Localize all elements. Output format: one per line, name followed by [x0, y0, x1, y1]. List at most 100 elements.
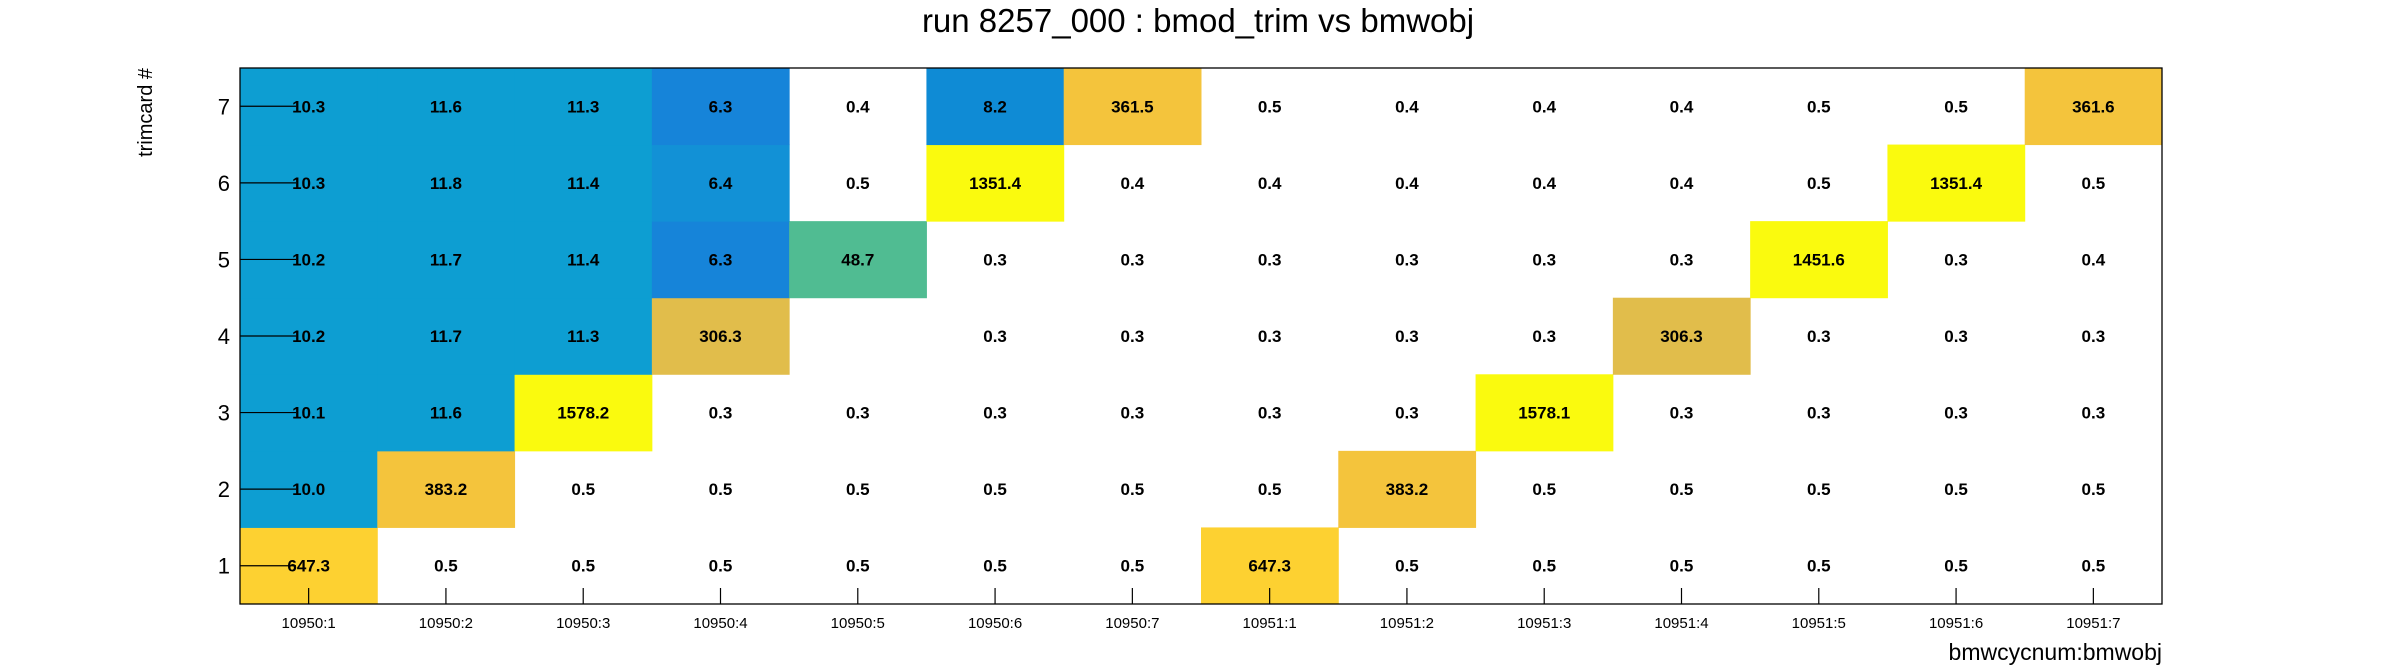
cell-value-label: 361.6 — [2072, 97, 2115, 116]
cell-value-label: 0.3 — [1121, 250, 1145, 269]
heatmap-cell — [377, 68, 516, 146]
y-tick-label: 5 — [218, 247, 230, 272]
cell-value-label: 11.6 — [430, 404, 462, 423]
cell-value-label: 10.0 — [292, 480, 325, 499]
cell-value-label: 0.3 — [1258, 404, 1282, 423]
cell-value-label: 0.5 — [1670, 557, 1694, 576]
cell-value-label: 11.7 — [430, 327, 462, 346]
cell-value-label: 0.5 — [983, 480, 1007, 499]
cell-value-label: 0.4 — [1532, 174, 1556, 193]
x-tick-label: 10950:5 — [831, 615, 885, 632]
heatmap-cell — [514, 374, 653, 452]
cell-value-label: 0.5 — [1258, 97, 1282, 116]
cell-value-label: 48.7 — [841, 250, 874, 269]
cell-value-label: 0.4 — [846, 97, 870, 116]
cell-value-label: 0.5 — [1121, 480, 1145, 499]
heatmap-cell — [651, 297, 790, 375]
cell-value-label: 0.5 — [846, 174, 870, 193]
cell-value-label: 0.5 — [1670, 480, 1694, 499]
cell-value-label: 0.5 — [1807, 557, 1831, 576]
chart-title: run 8257_000 : bmod_trim vs bmwobj — [921, 2, 1475, 39]
cell-value-label: 0.5 — [983, 557, 1007, 576]
heatmap-cell — [926, 68, 1065, 146]
heatmap-cell — [1887, 144, 2026, 222]
cell-value-label: 0.3 — [1395, 327, 1419, 346]
cell-value-label: 0.5 — [571, 557, 595, 576]
cell-value-label: 11.3 — [567, 327, 599, 346]
x-tick-label: 10951:6 — [1929, 615, 1983, 632]
cell-value-label: 0.5 — [1532, 557, 1556, 576]
cell-value-label: 0.5 — [571, 480, 595, 499]
cell-value-label: 0.4 — [1395, 97, 1419, 116]
cell-value-label: 0.3 — [983, 327, 1007, 346]
cell-value-label: 0.5 — [434, 557, 458, 576]
cell-value-label: 1578.2 — [557, 404, 609, 423]
heatmap-cell — [377, 374, 516, 452]
x-tick-label: 10950:2 — [419, 615, 473, 632]
cell-value-label: 0.3 — [1121, 327, 1145, 346]
x-tick-label: 10950:1 — [282, 615, 336, 632]
y-tick-label: 7 — [218, 94, 230, 119]
cell-value-label: 0.4 — [2082, 250, 2106, 269]
cell-value-label: 1578.1 — [1518, 404, 1570, 423]
cell-value-label: 11.6 — [430, 97, 462, 116]
y-axis-title: trimcard # — [135, 67, 157, 157]
cell-value-label: 0.5 — [846, 557, 870, 576]
cell-value-label: 0.4 — [1121, 174, 1145, 193]
cell-value-label: 0.3 — [983, 404, 1007, 423]
cell-value-label: 11.3 — [567, 97, 599, 116]
cell-value-label: 10.3 — [292, 97, 325, 116]
x-tick-label: 10951:5 — [1792, 615, 1846, 632]
heatmap-cell — [1063, 68, 1202, 146]
y-tick-label: 2 — [218, 477, 230, 502]
cell-value-label: 1351.4 — [969, 174, 1022, 193]
heatmap-cell — [789, 221, 927, 299]
cell-value-label: 0.3 — [846, 404, 870, 423]
cell-value-label: 1451.6 — [1793, 250, 1845, 269]
x-tick-label: 10951:4 — [1654, 615, 1708, 632]
cell-value-label: 0.5 — [1944, 480, 1968, 499]
cell-value-label: 0.3 — [1532, 250, 1556, 269]
heatmap-cell — [651, 68, 790, 146]
cell-value-label: 10.2 — [292, 327, 325, 346]
cell-value-label: 0.3 — [709, 404, 733, 423]
cell-value-label: 0.3 — [1807, 327, 1831, 346]
cell-value-label: 0.3 — [1395, 404, 1419, 423]
heatmap-cell — [514, 68, 653, 146]
heatmap-cell — [651, 144, 790, 222]
cell-value-label: 0.5 — [1395, 557, 1419, 576]
cell-value-label: 0.4 — [1258, 174, 1282, 193]
cell-value-label: 0.3 — [1395, 250, 1419, 269]
heatmap-cell — [1475, 374, 1614, 452]
cell-value-label: 0.3 — [983, 250, 1007, 269]
heatmap-cell — [377, 450, 516, 528]
heatmap-cell — [514, 144, 653, 222]
cell-value-label: 10.2 — [292, 250, 325, 269]
y-tick-label: 6 — [218, 171, 230, 196]
cell-value-label: 8.2 — [983, 97, 1007, 116]
cell-value-label: 306.3 — [699, 327, 742, 346]
x-tick-label: 10950:3 — [556, 615, 610, 632]
cell-value-label: 6.3 — [709, 250, 733, 269]
x-tick-label: 10951:2 — [1380, 615, 1434, 632]
cell-value-label: 0.5 — [2082, 480, 2106, 499]
heatmap-cell-labels: 647.3 0.5 0.5 0.5 0.5 0.5 0.5 647.3 0.5 0.5 0.5 0.5… — [287, 97, 2114, 575]
cell-value-label: 0.3 — [1258, 327, 1282, 346]
cell-value-label: 0.3 — [2082, 404, 2106, 423]
cell-value-label: 11.8 — [430, 174, 462, 193]
cell-value-label: 383.2 — [425, 480, 468, 499]
heatmap-axes: 10950:1 10950:2 10950:3 10950:4 10950:5 10950… — [218, 67, 2163, 632]
cell-value-label: 11.4 — [567, 250, 600, 269]
cell-value-label: 0.5 — [1944, 557, 1968, 576]
cell-value-label: 361.5 — [1111, 97, 1154, 116]
x-tick-label: 10950:4 — [693, 615, 747, 632]
x-tick-label: 10950:7 — [1105, 615, 1159, 632]
heatmap-cell — [377, 221, 516, 299]
cell-value-label: 0.3 — [1670, 250, 1694, 269]
cell-value-label: 647.3 — [287, 557, 330, 576]
cell-value-label: 0.4 — [1395, 174, 1419, 193]
heatmap-cell — [651, 221, 790, 299]
cell-value-label: 306.3 — [1660, 327, 1703, 346]
cell-value-label: 10.3 — [292, 174, 325, 193]
